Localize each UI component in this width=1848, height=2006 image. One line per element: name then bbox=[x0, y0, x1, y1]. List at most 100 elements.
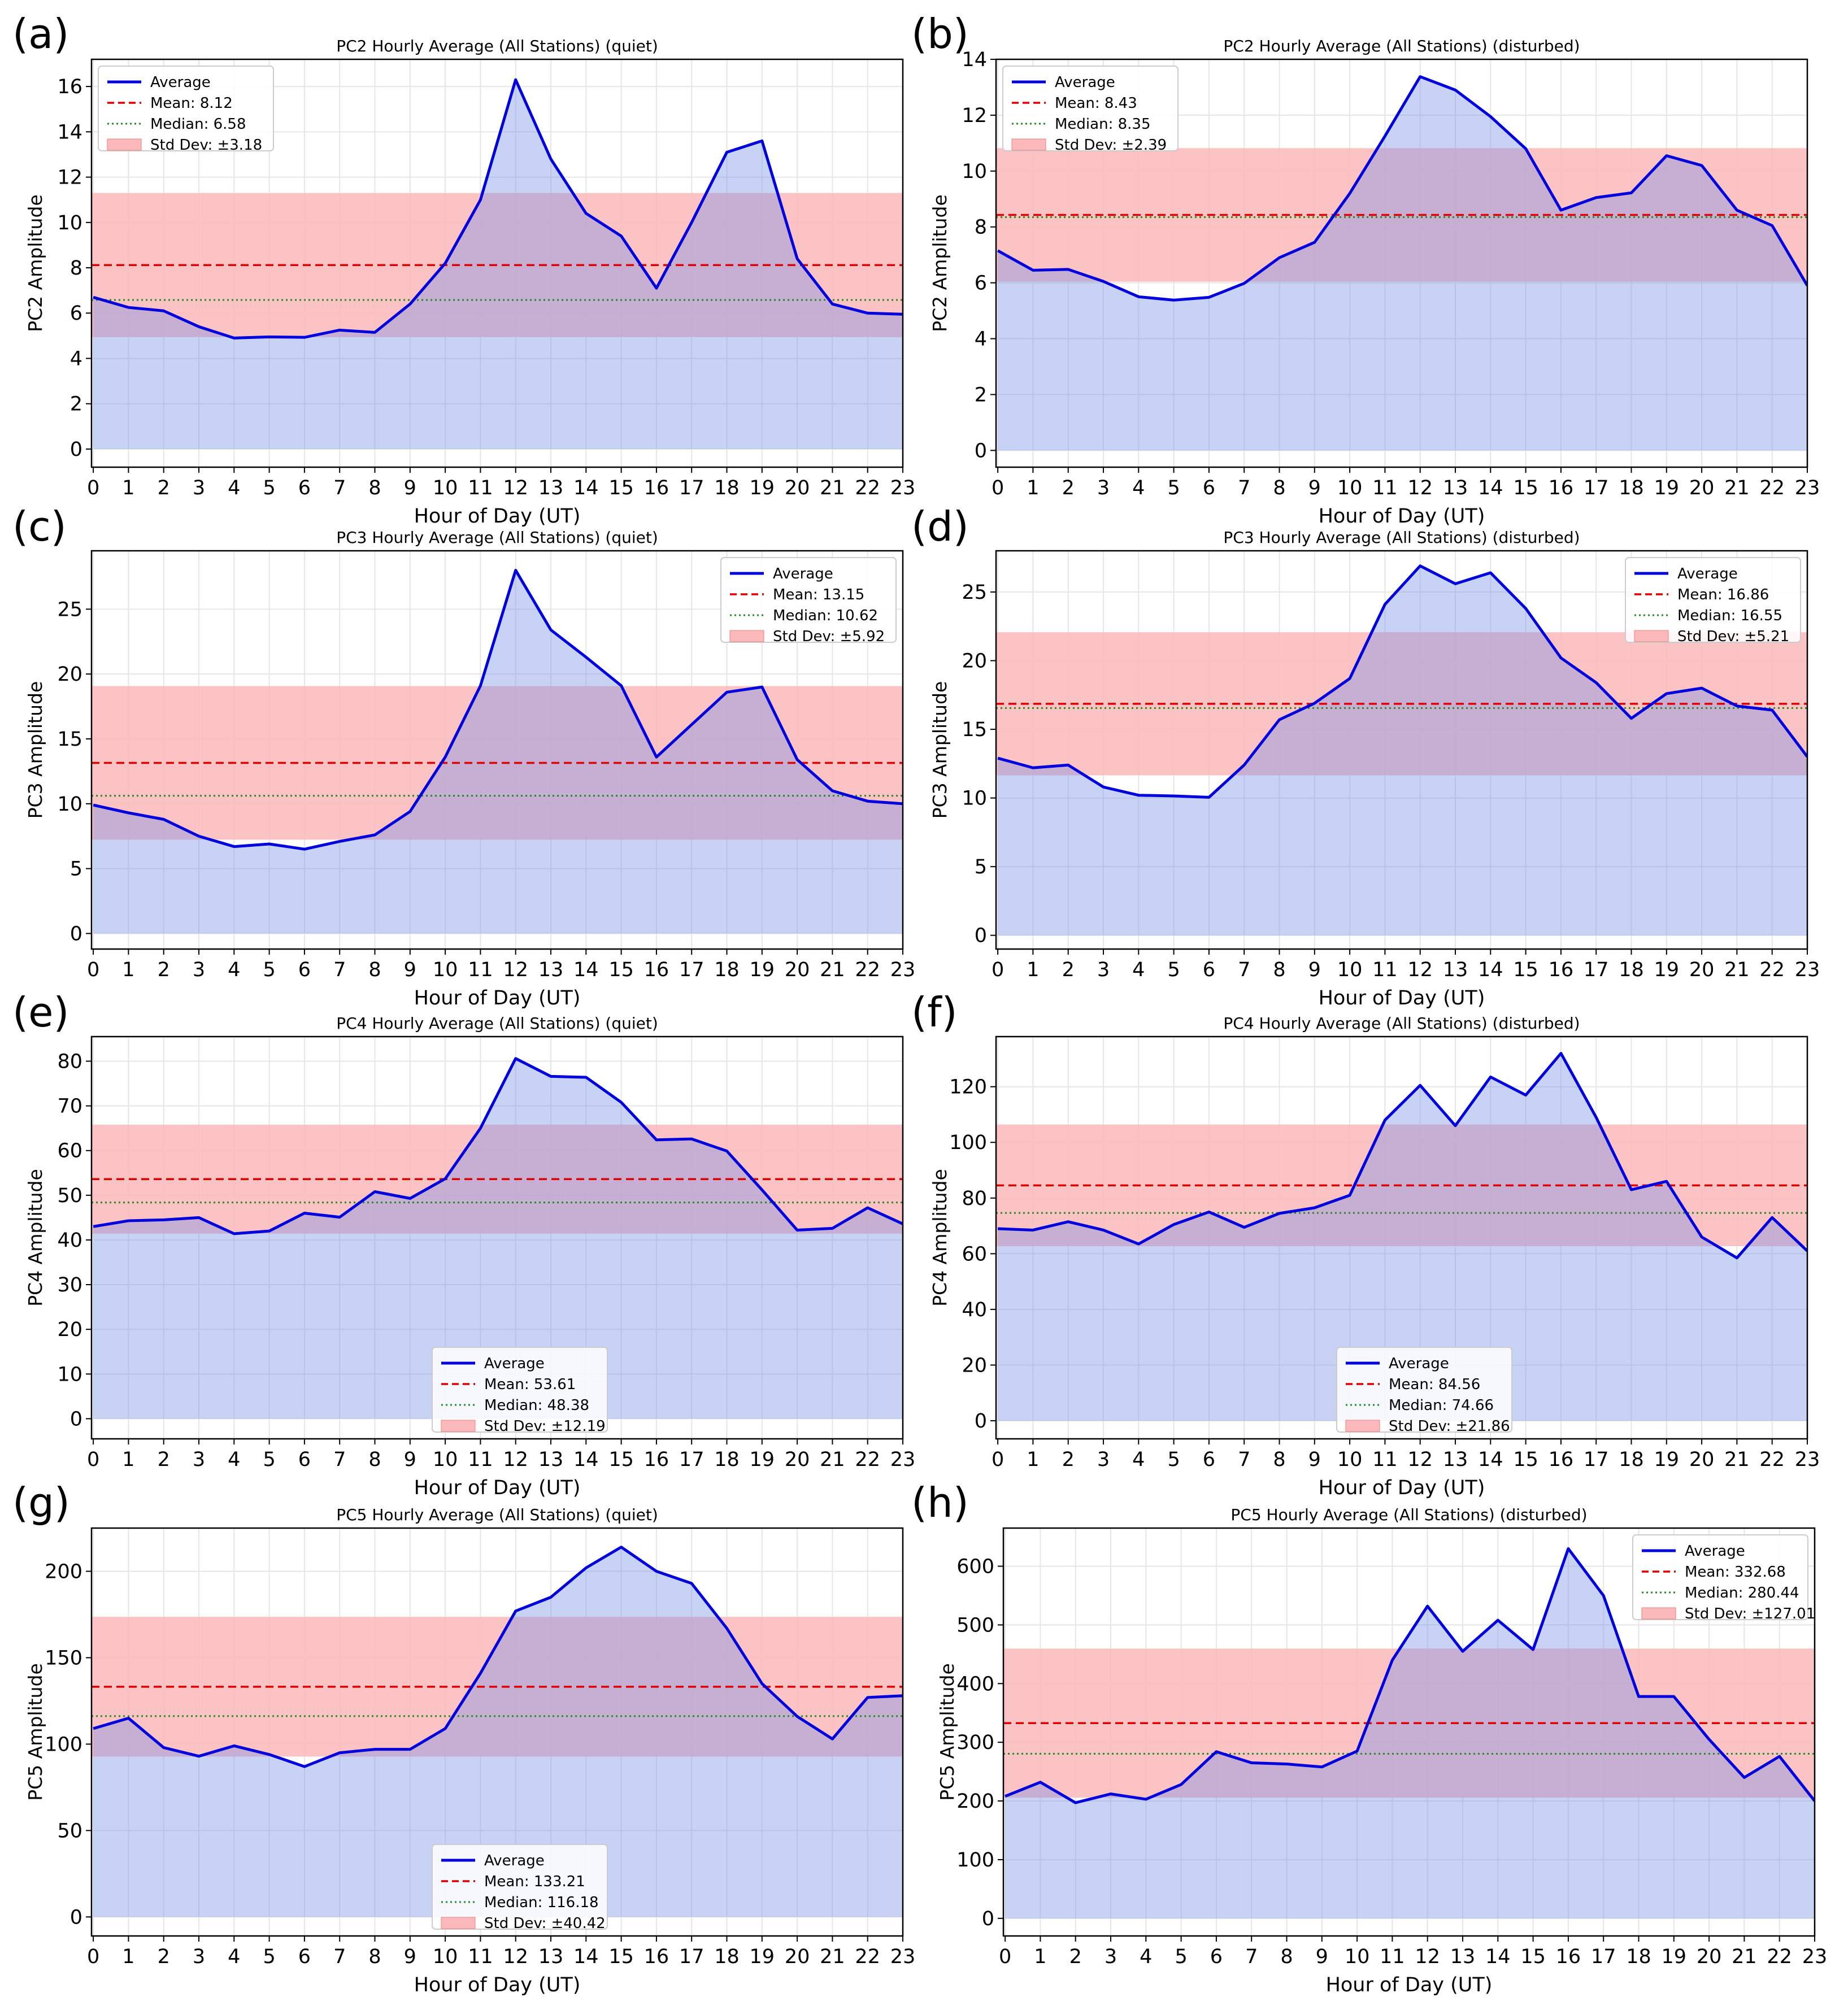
x-tick-label: 15 bbox=[1520, 1946, 1546, 1968]
legend-std-swatch bbox=[1011, 138, 1046, 151]
y-tick-label: 60 bbox=[962, 1243, 987, 1265]
x-axis-label: Hour of Day (UT) bbox=[1319, 1477, 1485, 1499]
x-tick-label: 19 bbox=[1662, 1946, 1687, 1968]
legend-median-label: Median: 48.38 bbox=[484, 1397, 589, 1414]
axes-frame bbox=[90, 550, 904, 950]
x-tick-label: 1 bbox=[122, 1448, 134, 1471]
chart-title: PC4 Hourly Average (All Stations) (distu… bbox=[1223, 1014, 1580, 1033]
y-axis-label: PC3 Amplitude bbox=[24, 681, 46, 819]
plot-area bbox=[996, 59, 1807, 467]
legend-std-swatch bbox=[729, 630, 764, 642]
y-axis-label: PC5 Amplitude bbox=[24, 1663, 46, 1801]
x-tick-label: 5 bbox=[1175, 1946, 1187, 1968]
y-tick-label: 0 bbox=[982, 1908, 994, 1930]
y-tick-label: 10 bbox=[57, 212, 82, 234]
legend-mean-label: Mean: 332.68 bbox=[1685, 1564, 1786, 1581]
x-tick-label: 15 bbox=[1513, 1448, 1538, 1471]
y-tick-label: 15 bbox=[57, 728, 82, 751]
x-tick-label: 1 bbox=[122, 477, 134, 499]
panel-d-letter: (d) bbox=[911, 503, 969, 550]
y-tick-label: 200 bbox=[45, 1560, 82, 1583]
legend-std-swatch bbox=[441, 1420, 476, 1432]
x-tick-label: 21 bbox=[1732, 1946, 1757, 1968]
x-tick-label: 4 bbox=[228, 477, 240, 499]
x-tick-label: 7 bbox=[333, 477, 346, 499]
y-tick-label: 20 bbox=[962, 650, 987, 672]
plot-area bbox=[92, 551, 903, 949]
x-tick-label: 15 bbox=[608, 1946, 634, 1968]
y-tick-label: 200 bbox=[956, 1790, 994, 1813]
x-tick-label: 9 bbox=[1308, 477, 1321, 499]
x-tick-label: 17 bbox=[679, 477, 705, 499]
y-tick-label: 10 bbox=[962, 787, 987, 810]
panel-b-chart: 0 1 2 3 4 5 6 7 8 9 10 11 12 13 14 15 16 17 18 19 20 21 22 2302… bbox=[929, 37, 1820, 528]
y-tick-label: 6 bbox=[70, 302, 82, 325]
x-tick-label: 0 bbox=[87, 959, 99, 981]
y-tick-label: 120 bbox=[949, 1076, 987, 1099]
y-axis-label: PC4 Amplitude bbox=[929, 1169, 951, 1307]
legend-std-label: Std Dev: ±5.92 bbox=[773, 628, 885, 645]
average-line bbox=[93, 1057, 903, 1235]
x-tick-label: 19 bbox=[1654, 477, 1680, 499]
x-tick-label: 4 bbox=[1132, 477, 1145, 499]
panel-a-letter: (a) bbox=[12, 10, 69, 58]
x-axis-label: Hour of Day (UT) bbox=[414, 1974, 581, 1996]
legend-average-label: Average bbox=[1055, 74, 1115, 91]
x-tick-label: 15 bbox=[608, 1448, 634, 1471]
panel-g-chart: 0 1 2 3 4 5 6 7 8 9 10 11 12 13 14 15 16 17 18 19 20 21 22 2305… bbox=[24, 1505, 915, 1996]
panel-f-letter: (f) bbox=[911, 989, 958, 1036]
legend: Average Mean: 84.56 Median: 74.66 Std Dev: … bbox=[1336, 1347, 1512, 1435]
panel-e: 0 1 2 3 4 5 6 7 8 9 10 11 12 13 14 15 16 17 18 19 20 21 22 23 0 1… bbox=[12, 991, 923, 1509]
legend-std-swatch bbox=[1345, 1420, 1380, 1432]
legend-box bbox=[1002, 66, 1179, 151]
panel-h-chart: 0 1 2 3 4 5 6 7 8 9 10 11 12 13 14 15 16 17 18 19 20 21 22 2301… bbox=[936, 1505, 1827, 1996]
x-tick-label: 10 bbox=[433, 1946, 458, 1968]
average-line bbox=[93, 1546, 903, 1768]
x-tick-label: 18 bbox=[714, 477, 740, 499]
x-tick-label: 14 bbox=[573, 959, 599, 981]
x-tick-label: 3 bbox=[193, 1946, 205, 1968]
legend: Average Mean: 8.43 Median: 8.35 Std Dev: ±2… bbox=[1002, 66, 1179, 154]
x-tick-label: 20 bbox=[785, 959, 810, 981]
average-area-fill bbox=[998, 565, 1807, 935]
average-line bbox=[997, 75, 1807, 302]
average-area-fill bbox=[998, 76, 1807, 451]
x-tick-label: 14 bbox=[1485, 1946, 1511, 1968]
x-tick-label: 16 bbox=[644, 477, 669, 499]
x-axis-label: Hour of Day (UT) bbox=[1326, 1974, 1493, 1996]
legend-mean-label: Mean: 8.12 bbox=[150, 95, 233, 112]
x-tick-label: 21 bbox=[820, 477, 845, 499]
x-tick-label: 3 bbox=[1105, 1946, 1117, 1968]
chart-title: PC2 Hourly Average (All Stations) (quiet… bbox=[336, 37, 658, 55]
x-tick-label: 2 bbox=[158, 959, 170, 981]
legend-mean-label: Mean: 53.61 bbox=[484, 1376, 576, 1393]
x-tick-label: 10 bbox=[433, 1448, 458, 1471]
x-tick-label: 6 bbox=[1210, 1946, 1223, 1968]
panel-c: 0 1 2 3 4 5 6 7 8 9 10 11 12 13 14 15 16 17 18 19 20 21 22 23 0 5… bbox=[12, 506, 923, 1019]
y-tick-label: 80 bbox=[962, 1187, 987, 1210]
y-tick-label: 0 bbox=[975, 440, 987, 462]
x-tick-label: 2 bbox=[158, 477, 170, 499]
x-tick-label: 2 bbox=[158, 1946, 170, 1968]
x-tick-label: 12 bbox=[1415, 1946, 1440, 1968]
y-tick-label: 5 bbox=[975, 856, 987, 878]
x-tick-label: 19 bbox=[750, 477, 775, 499]
x-tick-label: 11 bbox=[1380, 1946, 1405, 1968]
plot-area bbox=[1003, 1528, 1815, 1936]
x-tick-label: 0 bbox=[87, 477, 99, 499]
x-tick-label: 14 bbox=[1478, 1448, 1503, 1471]
y-tick-label: 20 bbox=[962, 1354, 987, 1377]
x-tick-label: 7 bbox=[1238, 1448, 1250, 1471]
x-tick-label: 11 bbox=[468, 1946, 493, 1968]
x-tick-label: 18 bbox=[714, 1946, 740, 1968]
y-tick-label: 40 bbox=[57, 1229, 82, 1252]
y-tick-label: 100 bbox=[949, 1132, 987, 1154]
x-tick-label: 10 bbox=[1337, 1448, 1363, 1471]
x-tick-label: 12 bbox=[503, 477, 528, 499]
x-tick-label: 12 bbox=[1407, 1448, 1433, 1471]
y-tick-label: 40 bbox=[962, 1299, 987, 1321]
axes-frame bbox=[995, 58, 1808, 468]
x-tick-label: 5 bbox=[263, 1448, 275, 1471]
x-tick-label: 4 bbox=[228, 1448, 240, 1471]
legend-average-label: Average bbox=[1389, 1355, 1449, 1372]
